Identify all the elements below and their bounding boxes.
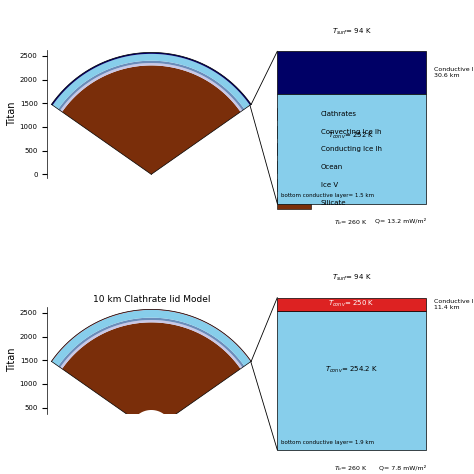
Bar: [277, 51, 426, 94]
Bar: [277, 126, 311, 137]
Bar: [277, 161, 311, 173]
Polygon shape: [58, 318, 245, 367]
Bar: [277, 108, 311, 120]
Polygon shape: [51, 310, 251, 362]
Bar: [277, 197, 311, 209]
Text: Ice V: Ice V: [321, 182, 338, 188]
Text: $T_{surf}$= 94 K: $T_{surf}$= 94 K: [332, 27, 372, 36]
Text: Ocean: Ocean: [321, 164, 343, 170]
Polygon shape: [52, 310, 251, 366]
Text: Q= 7.8 mW/m²: Q= 7.8 mW/m²: [379, 465, 426, 470]
Text: Convecting Ice Ih: Convecting Ice Ih: [321, 128, 382, 135]
Polygon shape: [62, 65, 240, 174]
Y-axis label: Titan: Titan: [7, 101, 17, 126]
Bar: [277, 94, 426, 204]
Polygon shape: [58, 61, 245, 110]
Y-axis label: Titan: Titan: [7, 348, 17, 373]
Text: Q= 13.2 mW/m²: Q= 13.2 mW/m²: [374, 218, 426, 224]
Bar: [277, 298, 426, 311]
Text: Conductive lid
30.6 km: Conductive lid 30.6 km: [434, 67, 474, 78]
Bar: [277, 143, 311, 155]
Bar: [277, 311, 426, 450]
Polygon shape: [51, 53, 251, 105]
Text: $T_{conv}$= 250 K: $T_{conv}$= 250 K: [328, 299, 375, 310]
Bar: [277, 179, 311, 191]
Text: Clathrates: Clathrates: [321, 111, 357, 117]
Text: $T_{surf}$= 94 K: $T_{surf}$= 94 K: [332, 273, 372, 283]
Text: Silicate: Silicate: [321, 200, 346, 206]
Text: $T_{conv}$= 252 K: $T_{conv}$= 252 K: [328, 131, 375, 141]
Text: Conductive lid
11.4 km: Conductive lid 11.4 km: [434, 299, 474, 310]
Text: Conducting Ice Ih: Conducting Ice Ih: [321, 146, 382, 152]
Polygon shape: [53, 54, 250, 109]
Title: 10 km Clathrate lid Model: 10 km Clathrate lid Model: [92, 295, 210, 304]
Text: bottom conductive layer= 1.5 km: bottom conductive layer= 1.5 km: [281, 193, 374, 199]
Text: $T_{conv}$= 254.2 K: $T_{conv}$= 254.2 K: [325, 365, 378, 375]
Text: bottom conductive layer= 1.9 km: bottom conductive layer= 1.9 km: [281, 440, 374, 445]
Text: $T_b$= 260 K: $T_b$= 260 K: [335, 465, 369, 474]
Polygon shape: [60, 63, 242, 112]
Polygon shape: [62, 322, 240, 419]
Text: $T_b$= 260 K: $T_b$= 260 K: [335, 218, 369, 227]
Polygon shape: [60, 320, 242, 369]
